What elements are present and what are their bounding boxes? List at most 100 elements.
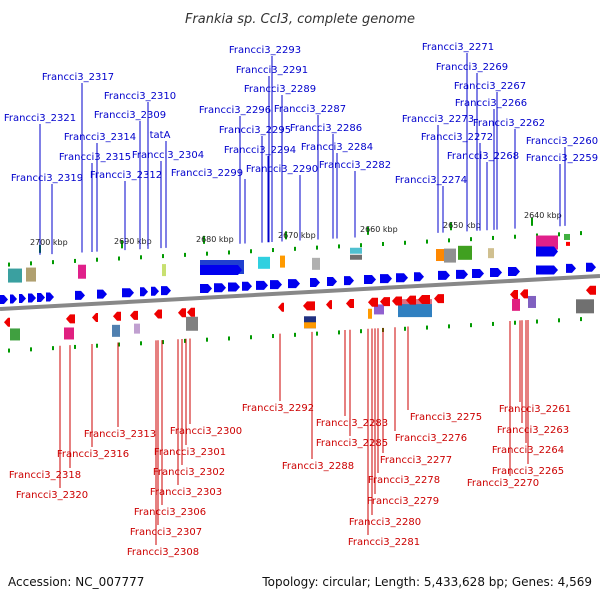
reverse-gene-label-text[interactable]: Francci3_2292 — [242, 403, 314, 414]
reverse-gene-label[interactable]: Francci3_2313 — [84, 429, 156, 440]
reverse-gene-label-text[interactable]: Francci3_2278 — [368, 475, 440, 486]
reverse-gene-label[interactable]: Francci3_2303 — [150, 487, 222, 498]
reverse-gene-label[interactable]: Francci3_2279 — [367, 496, 439, 507]
reverse-gene-label[interactable]: Francci3_2292 — [242, 403, 314, 414]
forward-gene-label[interactable]: Francci3_2290 — [246, 164, 318, 175]
reverse-gene-label[interactable]: Francci3_2308 — [127, 547, 199, 558]
forward-gene-label-text[interactable]: Francci3_2271 — [422, 42, 494, 53]
forward-gene-label-text[interactable]: Francci3_2312 — [90, 170, 162, 181]
forward-gene-label[interactable]: Francci3_2282 — [319, 160, 391, 171]
reverse-gene-label[interactable]: Francci3_2320 — [16, 490, 88, 501]
forward-gene-label-text[interactable]: Francci3_2319 — [11, 173, 83, 184]
forward-gene-label[interactable]: Francci3_2315 — [59, 152, 131, 163]
reverse-gene-label-text[interactable]: Francci3_2261 — [499, 404, 571, 415]
reverse-gene-label[interactable]: Francci3_2302 — [153, 467, 225, 478]
forward-gene-label-text[interactable]: Francci3_2317 — [42, 72, 114, 83]
forward-gene-label[interactable]: Francci3_2259 — [526, 153, 598, 164]
reverse-gene-label[interactable]: Francci3_2301 — [154, 447, 226, 458]
reverse-gene-label[interactable]: Francci3_2278 — [368, 475, 440, 486]
forward-gene-label-text[interactable]: Francci3_2304 — [132, 150, 204, 161]
forward-gene-label[interactable]: Francci3_2272 — [421, 132, 493, 143]
forward-gene-label-text[interactable]: Francci3_2290 — [246, 164, 318, 175]
reverse-gene-label[interactable]: Francci3_2306 — [134, 507, 206, 518]
reverse-gene-label[interactable]: Francci3_2281 — [348, 537, 420, 548]
forward-gene-label-text[interactable]: Francci3_2274 — [395, 175, 467, 186]
forward-gene-label-text[interactable]: Francci3_2287 — [274, 104, 346, 115]
forward-gene-label-text[interactable]: Francci3_2260 — [526, 136, 598, 147]
forward-gene-label[interactable]: Francci3_2274 — [395, 175, 467, 186]
forward-gene-label-text[interactable]: Francci3_2284 — [301, 142, 373, 153]
reverse-gene-label[interactable]: Francci3_2265 — [492, 466, 564, 477]
forward-gene-label-text[interactable]: Francci3_2309 — [94, 110, 166, 121]
forward-gene-label[interactable]: Francci3_2304 — [132, 150, 204, 161]
forward-gene-label[interactable]: Francci3_2296 — [199, 105, 271, 116]
forward-gene-label[interactable]: Francci3_2289 — [244, 84, 316, 95]
forward-gene-label[interactable]: Francci3_2286 — [290, 123, 362, 134]
forward-gene-label[interactable]: Francci3_2312 — [90, 170, 162, 181]
reverse-gene-label[interactable]: Francci3_2264 — [492, 445, 564, 456]
reverse-gene-label[interactable]: Francci3_2261 — [499, 404, 571, 415]
forward-gene-label-text[interactable]: Francci3_2314 — [64, 132, 136, 143]
reverse-gene-label-text[interactable]: Francci3_2285 — [316, 438, 388, 449]
reverse-gene-label-text[interactable]: Francci3_2280 — [349, 517, 421, 528]
forward-gene-label[interactable]: Francci3_2266 — [455, 98, 527, 109]
forward-gene-label[interactable]: Francci3_2271 — [422, 42, 494, 53]
reverse-gene-label[interactable]: Francci3_2277 — [380, 455, 452, 466]
forward-gene-label[interactable]: Francci3_2321 — [4, 113, 76, 124]
forward-gene-label-text[interactable]: Francci3_2262 — [473, 118, 545, 129]
forward-gene-label-text[interactable]: Francci3_2315 — [59, 152, 131, 163]
forward-gene-label[interactable]: Francci3_2269 — [436, 62, 508, 73]
forward-gene-label-text[interactable]: Francci3_2269 — [436, 62, 508, 73]
reverse-gene-label-text[interactable]: Francci3_2303 — [150, 487, 222, 498]
reverse-gene-label[interactable]: Francci3_2283 — [316, 418, 388, 429]
forward-gene-label[interactable]: Francci3_2284 — [301, 142, 373, 153]
reverse-gene-label[interactable]: Francci3_2276 — [395, 433, 467, 444]
reverse-gene-label-text[interactable]: Francci3_2308 — [127, 547, 199, 558]
forward-gene-labels[interactable]: Francci3_2317 Francci3_2321 Francci3_2314 F… — [4, 42, 598, 186]
reverse-gene-label-text[interactable]: Francci3_2316 — [57, 449, 129, 460]
forward-gene-label-text[interactable]: Francci3_2268 — [447, 151, 519, 162]
forward-gene-label[interactable]: Francci3_2260 — [526, 136, 598, 147]
forward-gene-label-text[interactable]: Francci3_2267 — [454, 81, 526, 92]
reverse-gene-label[interactable]: Francci3_2316 — [57, 449, 129, 460]
forward-gene-label[interactable]: Francci3_2309 — [94, 110, 166, 121]
forward-gene-label[interactable]: Francci3_2310 — [104, 91, 176, 102]
reverse-gene-label[interactable]: Francci3_2307 — [130, 527, 202, 538]
forward-gene-label-text[interactable]: tatA — [150, 130, 171, 141]
reverse-gene-label[interactable]: Francci3_2275 — [410, 412, 482, 423]
reverse-gene-label-text[interactable]: Francci3_2263 — [497, 425, 569, 436]
forward-gene-label-text[interactable]: Francci3_2296 — [199, 105, 271, 116]
forward-gene-label-text[interactable]: Francci3_2310 — [104, 91, 176, 102]
forward-gene-label[interactable]: Francci3_2294 — [224, 145, 296, 156]
forward-gene-label[interactable]: Francci3_2287 — [274, 104, 346, 115]
reverse-gene-label-text[interactable]: Francci3_2313 — [84, 429, 156, 440]
forward-gene-label-text[interactable]: Francci3_2266 — [455, 98, 527, 109]
forward-gene-label[interactable]: Francci3_2319 — [11, 173, 83, 184]
reverse-gene-label[interactable]: Francci3_2280 — [349, 517, 421, 528]
forward-gene-label[interactable]: Francci3_2262 — [473, 118, 545, 129]
forward-gene-label-text[interactable]: Francci3_2295 — [219, 125, 291, 136]
forward-gene-label-text[interactable]: Francci3_2259 — [526, 153, 598, 164]
reverse-gene-label[interactable]: Francci3_2288 — [282, 461, 354, 472]
reverse-gene-label-text[interactable]: Francci3_2283 — [316, 418, 388, 429]
reverse-gene-label-text[interactable]: Francci3_2270 — [467, 478, 539, 489]
forward-gene-label[interactable]: Francci3_2317 — [42, 72, 114, 83]
forward-gene-label-text[interactable]: Francci3_2273 — [402, 114, 474, 125]
forward-gene-label-text[interactable]: Francci3_2289 — [244, 84, 316, 95]
forward-gene-label[interactable]: Francci3_2295 — [219, 125, 291, 136]
forward-gene-label-text[interactable]: Francci3_2294 — [224, 145, 296, 156]
forward-gene-label-text[interactable]: Francci3_2291 — [236, 65, 308, 76]
reverse-gene-label-text[interactable]: Francci3_2277 — [380, 455, 452, 466]
forward-gene-label[interactable]: Francci3_2314 — [64, 132, 136, 143]
reverse-gene-label[interactable]: Francci3_2285 — [316, 438, 388, 449]
forward-gene-label[interactable]: Francci3_2293 — [229, 45, 301, 56]
reverse-gene-label-text[interactable]: Francci3_2281 — [348, 537, 420, 548]
reverse-gene-label-text[interactable]: Francci3_2301 — [154, 447, 226, 458]
reverse-gene-label-text[interactable]: Francci3_2306 — [134, 507, 206, 518]
reverse-gene-label-text[interactable]: Francci3_2320 — [16, 490, 88, 501]
forward-gene-label-text[interactable]: Francci3_2299 — [171, 168, 243, 179]
reverse-gene-label-text[interactable]: Francci3_2279 — [367, 496, 439, 507]
forward-gene-label[interactable]: tatA — [150, 130, 171, 141]
forward-gene-label-text[interactable]: Francci3_2272 — [421, 132, 493, 143]
